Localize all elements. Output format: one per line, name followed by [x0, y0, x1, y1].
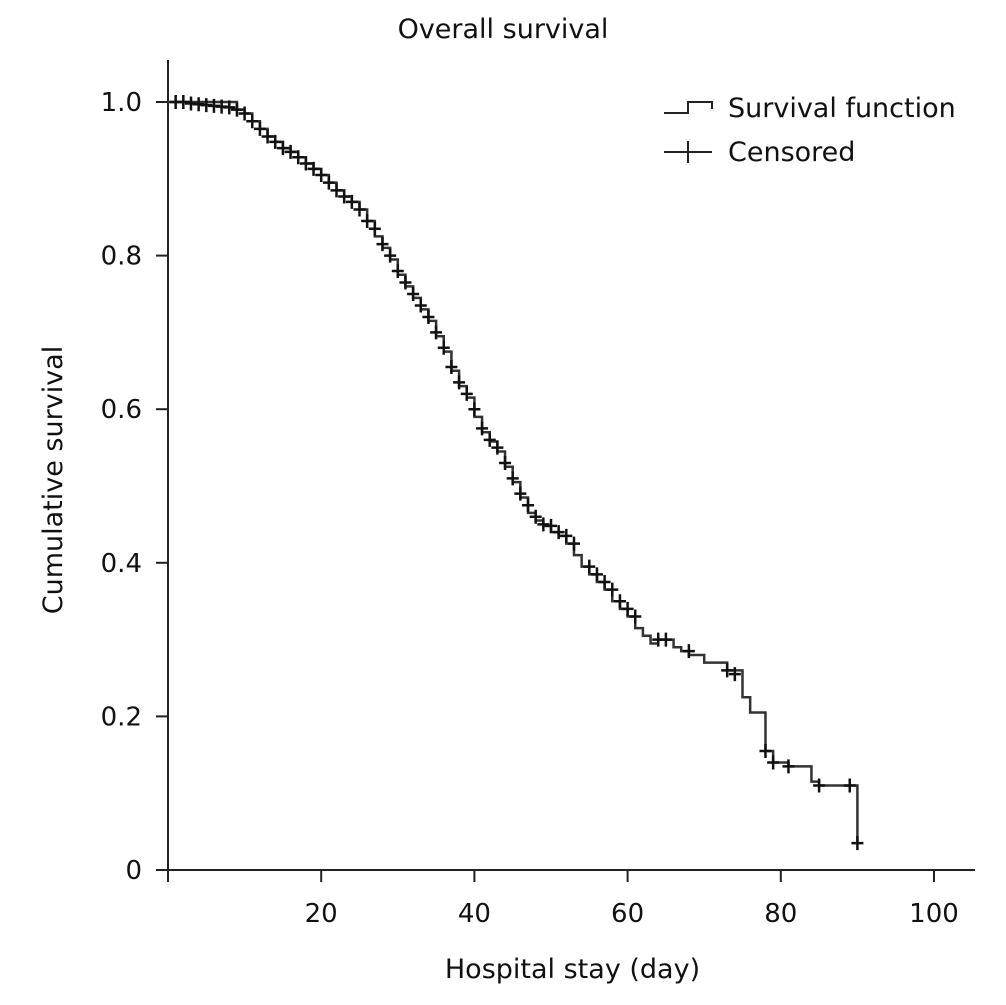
censored-marker: [522, 498, 535, 513]
cross-marker-icon: [664, 141, 712, 163]
censored-marker: [621, 601, 634, 616]
y-tick-label: 0.6: [101, 395, 142, 425]
censored-marker: [368, 221, 381, 236]
censored-marker: [330, 183, 343, 198]
censored-marker: [345, 194, 358, 209]
censored-marker: [322, 175, 335, 190]
censored-marker: [376, 237, 389, 252]
censored-marker: [315, 167, 328, 182]
censored-marker: [361, 214, 374, 229]
x-tick-label: 100: [909, 899, 959, 929]
censored-marker: [721, 663, 734, 678]
censored-marker: [590, 567, 603, 582]
legend-label-survival-function: Survival function: [728, 92, 956, 124]
chart-title: Overall survival: [397, 14, 609, 45]
x-tick-label: 60: [611, 899, 644, 929]
censored-marker: [437, 340, 450, 355]
y-tick-label: 0: [125, 856, 142, 886]
x-tick-label: 80: [764, 899, 797, 929]
censored-marker: [230, 102, 243, 117]
censored-marker: [246, 114, 259, 129]
censored-marker: [269, 134, 282, 149]
censored-marker: [414, 298, 427, 313]
censored-marker: [598, 575, 611, 589]
censored-marker: [491, 440, 504, 455]
x-tick-label: 20: [305, 899, 338, 929]
x-axis-label: Hospital stay (day): [444, 954, 701, 985]
censored-marker: [276, 141, 289, 156]
censored-marker: [299, 156, 312, 171]
censored-marker: [529, 509, 542, 524]
censored-marker: [460, 386, 473, 401]
censored-marker: [537, 517, 550, 532]
censored-marker: [843, 778, 856, 793]
censored-marker: [238, 106, 251, 121]
plot-marks: [168, 95, 864, 851]
censored-marker: [407, 287, 420, 301]
y-tick-label: 0.8: [101, 242, 142, 272]
censored-marker: [445, 359, 458, 374]
censored-marker: [177, 95, 190, 109]
censored-marker: [261, 129, 274, 144]
censored-marker: [476, 421, 489, 436]
censored-marker: [728, 667, 741, 682]
censored-marker: [552, 525, 565, 540]
censored-marker: [813, 778, 826, 793]
censored-marker: [430, 325, 443, 340]
censored-marker: [284, 144, 297, 159]
censored-marker: [851, 836, 864, 851]
legend-label-censored: Censored: [728, 136, 856, 168]
censored-marker: [399, 275, 412, 290]
censored-marker: [499, 455, 512, 470]
censored-marker: [506, 471, 519, 486]
censored-marker: [606, 582, 619, 597]
censored-marker: [292, 150, 305, 165]
censored-marker: [767, 755, 780, 770]
axes: 20 40 60 80 100 0 0.2 0.4 0.6 0.8 1.0: [101, 60, 975, 929]
censored-marker: [253, 121, 266, 136]
censored-marker: [483, 432, 496, 447]
censored-marker: [782, 759, 795, 774]
censored-marker: [514, 486, 527, 501]
censored-marker: [353, 202, 366, 217]
y-axis-label: Cumulative survival: [38, 345, 69, 615]
censored-marker: [682, 644, 695, 659]
x-tick-label: 40: [458, 899, 491, 929]
censored-marker: [567, 536, 580, 551]
censored-marker: [659, 632, 672, 647]
censored-marker: [453, 375, 466, 390]
censored-marker: [391, 263, 404, 278]
censored-marker: [629, 609, 642, 624]
censored-marker: [223, 100, 236, 115]
y-tick-label: 1.0: [101, 88, 142, 118]
legend-item-survival-function: Survival function: [660, 86, 956, 130]
censored-marker: [468, 402, 481, 417]
y-tick-label: 0.4: [101, 549, 142, 579]
censored-marker: [338, 189, 351, 204]
y-tick-label: 0.2: [101, 702, 142, 732]
censored-marker: [422, 310, 435, 325]
censored-marker: [384, 248, 397, 263]
censored-marker: [583, 559, 596, 574]
censored-marker: [560, 528, 573, 543]
legend: Survival function Censored: [660, 86, 956, 174]
legend-item-censored: Censored: [660, 130, 956, 174]
censored-marker: [759, 743, 772, 758]
step-line-icon: [664, 101, 713, 114]
censored-marker: [307, 161, 320, 176]
censored-marker: [545, 518, 557, 533]
censored-marker: [613, 594, 626, 609]
